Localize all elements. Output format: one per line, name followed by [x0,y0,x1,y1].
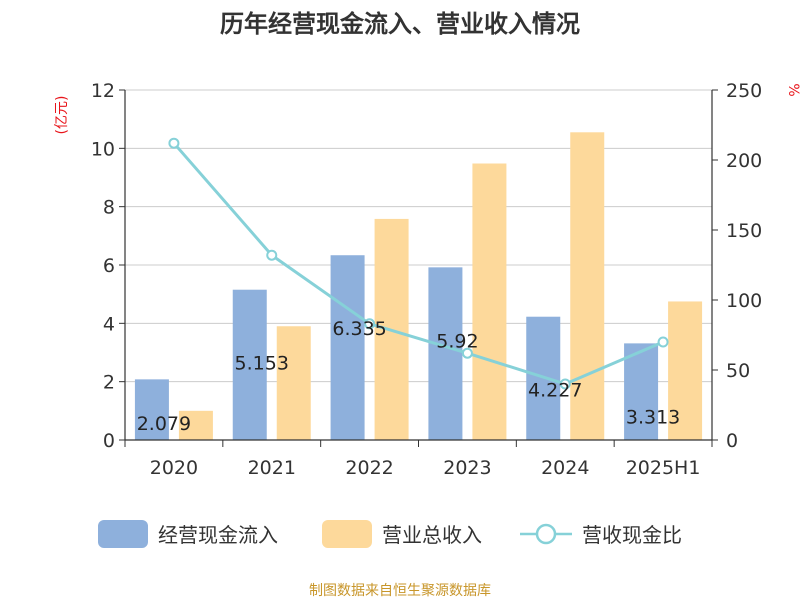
y-left-tick-5: 10 [91,138,115,160]
legend-label-cash-inflow: 经营现金流入 [158,523,278,547]
bar-revenue-2025H1 [668,301,703,440]
y-left-unit: (亿元) [54,96,70,135]
legend-swatch-cash-inflow [98,520,148,548]
data-label-2021: 5.153 [235,353,289,375]
y-left-tick-3: 6 [103,255,115,277]
axes: 0 2 4 6 8 10 12 0 50 100 150 200 250 2020 2021 2022 2023… [91,80,762,479]
bar-revenue-2023 [472,163,507,440]
ratio-point-2020 [168,137,180,149]
legend-marker-ratio [535,523,557,545]
x-tick-2020: 2020 [150,457,198,479]
bar-cash-inflow-2023 [428,267,463,440]
y-left-tick-2: 4 [103,313,115,335]
data-label-2025H1: 3.313 [626,406,680,428]
bar-cash-inflow-2021 [232,289,267,440]
ratio-point-2024 [559,378,571,390]
legend: 经营现金流入 营业总收入 营收现金比 [98,520,682,548]
source-note: 制图数据来自恒生聚源数据库 [309,583,491,599]
data-label-2024: 4.227 [528,380,582,402]
data-labels: 2.079 5.153 6.335 5.92 4.227 3.313 [137,318,681,435]
y-right-tick-2: 100 [726,290,762,312]
y-left-tick-4: 8 [103,197,115,219]
bar-revenue-2024 [570,132,605,440]
y-right-tick-0: 0 [726,430,738,452]
chart-title: 历年经营现金流入、营业收入情况 [220,10,580,38]
bar-cash-inflow-2025H1 [624,343,659,440]
ratio-point-2022 [364,318,376,330]
y-right-tick-3: 150 [726,220,762,242]
legend-label-ratio: 营收现金比 [582,523,682,547]
ratio-line [168,137,669,390]
ratio-point-2021 [266,249,278,261]
legend-swatch-revenue [322,520,372,548]
x-tick-2025H1: 2025H1 [626,457,701,479]
bars [134,132,703,440]
ratio-line-path [172,142,664,386]
y-right-tick-5: 250 [726,80,762,102]
bar-cash-inflow-2020 [134,379,169,440]
data-label-2023: 5.92 [436,330,478,352]
bar-cash-inflow-2022 [330,255,365,440]
legend-label-revenue: 营业总收入 [382,523,482,547]
grid-lines [125,89,712,383]
ratio-point-2025H1 [657,336,669,348]
x-tick-2022: 2022 [345,457,393,479]
x-tick-2023: 2023 [443,457,491,479]
y-left-tick-1: 2 [103,372,115,394]
x-tick-2021: 2021 [248,457,296,479]
bar-revenue-2021 [276,326,311,440]
y-right-unit: % [785,83,800,96]
data-label-2020: 2.079 [137,413,191,435]
ratio-point-2023 [461,347,473,359]
x-tick-2024: 2024 [541,457,589,479]
y-left-tick-6: 12 [91,80,115,102]
y-left-tick-0: 0 [103,430,115,452]
bar-revenue-2020 [178,410,213,440]
y-right-tick-4: 200 [726,150,762,172]
y-right-tick-1: 50 [726,360,750,382]
data-label-2022: 6.335 [332,318,386,340]
